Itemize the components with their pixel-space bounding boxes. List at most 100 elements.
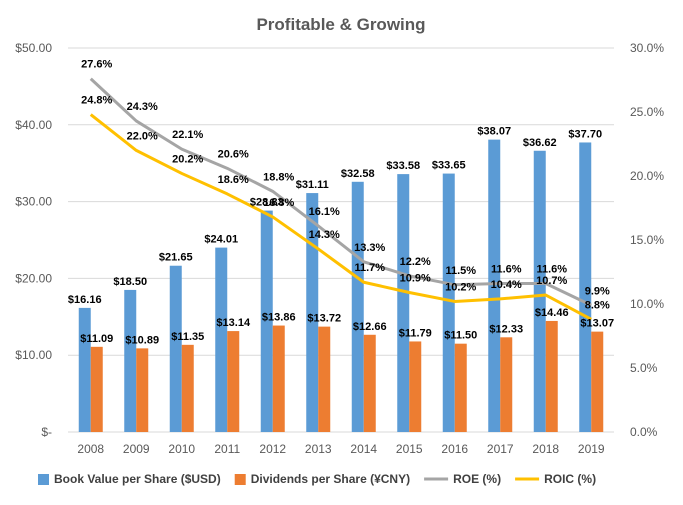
legend-swatch bbox=[38, 474, 49, 485]
legend: Book Value per Share ($USD) Dividends per… bbox=[38, 472, 596, 486]
line-data-label: 11.5% bbox=[445, 265, 476, 277]
bar-data-label: $12.66 bbox=[353, 321, 387, 333]
bar-data-label: $33.58 bbox=[386, 160, 420, 172]
bar bbox=[579, 142, 592, 433]
line-data-label: 14.3% bbox=[309, 229, 340, 241]
bar bbox=[442, 173, 455, 432]
bar-data-label: $11.50 bbox=[444, 330, 477, 342]
right-tick-label: 15.0% bbox=[630, 233, 664, 247]
right-axis: 0.0% 5.0% 10.0% 15.0% 20.0% 25.0% 30.0% bbox=[630, 41, 664, 439]
line-data-label: 11.7% bbox=[354, 262, 385, 274]
series-line bbox=[89, 77, 592, 307]
bar bbox=[181, 344, 194, 432]
x-tick-label: 2012 bbox=[259, 442, 286, 456]
x-tick-label: 2019 bbox=[578, 442, 605, 456]
bar-data-label: $13.86 bbox=[262, 312, 296, 324]
gridlines bbox=[68, 47, 614, 433]
right-tick-label: 10.0% bbox=[630, 297, 664, 311]
legend-label: ROE (%) bbox=[453, 472, 501, 486]
x-tick-label: 2008 bbox=[77, 442, 104, 456]
bar-data-label: $11.79 bbox=[399, 327, 432, 339]
line-data-label: 11.6% bbox=[491, 264, 522, 276]
line-data-label: 24.3% bbox=[127, 101, 158, 113]
line-data-label: 10.2% bbox=[445, 281, 476, 293]
line-data-label: 10.7% bbox=[536, 275, 567, 287]
bar-data-label: $33.65 bbox=[432, 160, 466, 172]
legend-label: Book Value per Share ($USD) bbox=[54, 472, 221, 486]
legend-label: Dividends per Share (¥CNY) bbox=[251, 472, 410, 486]
bar-data-label: $14.46 bbox=[535, 307, 569, 319]
bar bbox=[500, 337, 513, 432]
bar bbox=[227, 331, 240, 432]
left-axis: $- $10.00 $20.00 $30.00 $40.00 $50.00 bbox=[15, 41, 52, 439]
legend-swatch bbox=[234, 474, 246, 485]
chart-title: Profitable & Growing bbox=[256, 15, 425, 34]
line-data-label: 20.2% bbox=[172, 153, 203, 165]
bar bbox=[318, 326, 331, 432]
bar bbox=[136, 348, 149, 432]
legend-label: ROIC (%) bbox=[544, 472, 596, 486]
line-data-label: 22.0% bbox=[127, 130, 158, 142]
bar-data-label: $36.62 bbox=[523, 137, 557, 149]
bar-data-label: $11.35 bbox=[171, 331, 204, 343]
bar-data-label: $32.58 bbox=[341, 168, 375, 180]
line-data-label: 8.8% bbox=[585, 299, 610, 311]
bar bbox=[545, 320, 558, 432]
bar-series bbox=[78, 139, 604, 433]
left-tick-label: $- bbox=[41, 425, 52, 439]
bar-data-label: $31.11 bbox=[296, 179, 329, 191]
bar bbox=[591, 331, 604, 432]
x-axis: 2008 2009 2010 2011 2012 2013 2014 2015 2016 2017… bbox=[77, 442, 605, 456]
bar-data-label: $10.89 bbox=[125, 334, 159, 346]
line-data-label: 16.8% bbox=[263, 197, 294, 209]
bar-data-label: $13.14 bbox=[216, 317, 251, 329]
bar-data-label: $21.65 bbox=[159, 252, 193, 264]
bar bbox=[533, 150, 546, 432]
bar bbox=[78, 307, 91, 432]
x-tick-label: 2018 bbox=[532, 442, 559, 456]
line-data-label: 16.1% bbox=[309, 206, 340, 218]
bar bbox=[169, 265, 182, 432]
left-tick-label: $50.00 bbox=[15, 41, 52, 55]
line-data-label: 18.8% bbox=[263, 171, 294, 183]
bar bbox=[363, 334, 376, 432]
bar-data-label: $13.72 bbox=[307, 313, 341, 325]
right-tick-label: 30.0% bbox=[630, 41, 664, 55]
line-data-label: 20.6% bbox=[218, 148, 249, 160]
right-tick-label: 20.0% bbox=[630, 169, 664, 183]
line-data-label: 13.3% bbox=[354, 242, 385, 254]
x-tick-label: 2009 bbox=[123, 442, 150, 456]
bar bbox=[272, 325, 285, 432]
bar bbox=[409, 341, 422, 432]
line-series bbox=[89, 77, 592, 321]
line-data-label: 18.6% bbox=[218, 174, 249, 186]
data-labels: $16.16 $18.50 $21.65 $24.01 $28.83 $31.11 $32.… bbox=[68, 59, 614, 347]
bar-data-label: $38.07 bbox=[477, 126, 511, 138]
bar-data-label: $13.07 bbox=[580, 318, 614, 330]
line-data-label: 10.4% bbox=[491, 279, 522, 291]
right-tick-label: 5.0% bbox=[630, 361, 658, 375]
x-tick-label: 2011 bbox=[214, 442, 240, 456]
line-data-label: 10.9% bbox=[400, 272, 431, 284]
bar-data-label: $12.33 bbox=[489, 323, 523, 335]
line-data-label: 27.6% bbox=[81, 59, 112, 71]
left-tick-label: $10.00 bbox=[15, 348, 52, 362]
line-data-label: 22.1% bbox=[172, 129, 203, 141]
line-data-label: 12.2% bbox=[400, 256, 431, 268]
line-data-label: 24.8% bbox=[81, 95, 112, 107]
bar bbox=[124, 289, 137, 432]
x-tick-label: 2016 bbox=[441, 442, 468, 456]
bar bbox=[90, 346, 103, 432]
series-line bbox=[89, 113, 592, 321]
bar-data-label: $16.16 bbox=[68, 294, 102, 306]
bar bbox=[488, 139, 501, 432]
x-tick-label: 2014 bbox=[350, 442, 377, 456]
right-tick-label: 0.0% bbox=[630, 425, 658, 439]
bar bbox=[215, 247, 228, 432]
bar-data-label: $37.70 bbox=[568, 128, 602, 140]
x-tick-label: 2013 bbox=[305, 442, 332, 456]
x-tick-label: 2010 bbox=[168, 442, 195, 456]
bar-data-label: $18.50 bbox=[113, 276, 147, 288]
left-tick-label: $30.00 bbox=[15, 195, 52, 209]
